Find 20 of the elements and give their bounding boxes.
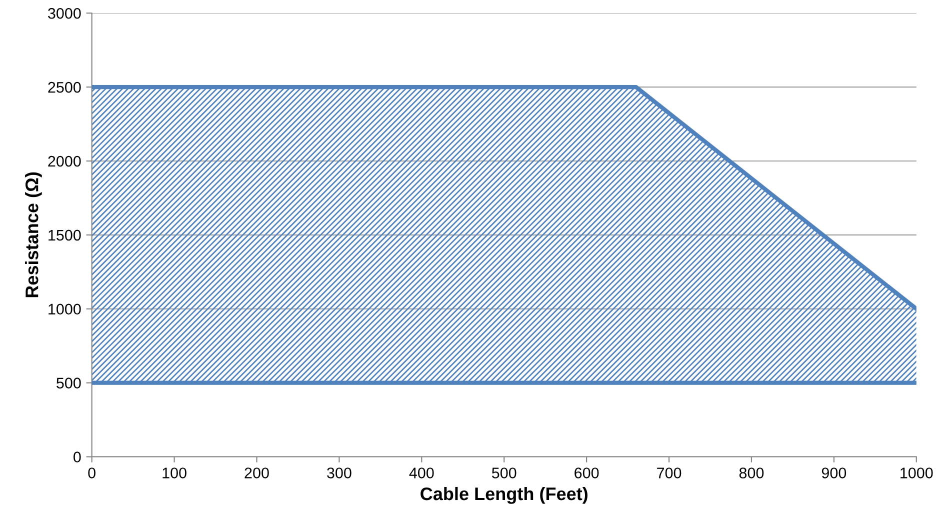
- x-tick-label: 1000: [900, 468, 933, 478]
- y-tick-label: 2500: [48, 82, 81, 93]
- x-tick-label: 300: [327, 468, 352, 478]
- y-tick-label: 3000: [48, 8, 81, 19]
- x-tick-label: 400: [409, 468, 434, 478]
- x-tick-label: 800: [739, 468, 764, 478]
- x-tick-label: 200: [244, 468, 269, 478]
- x-tick-label: 500: [492, 468, 516, 478]
- x-tick-label: 0: [88, 468, 96, 478]
- x-tick-label: 100: [162, 468, 186, 478]
- y-tick-label: 1000: [48, 304, 81, 315]
- y-tick-label: 0: [74, 452, 81, 462]
- x-axis-title: Cable Length (Feet): [420, 486, 588, 504]
- x-tick-label: 900: [822, 468, 846, 478]
- x-tick-label: 600: [574, 468, 599, 478]
- y-tick-label: 500: [56, 378, 81, 388]
- y-axis-title: Resistance (Ω): [25, 172, 42, 298]
- y-tick-label: 2000: [48, 156, 81, 167]
- x-tick-label: 700: [657, 468, 682, 478]
- y-tick-label: 1500: [48, 230, 81, 241]
